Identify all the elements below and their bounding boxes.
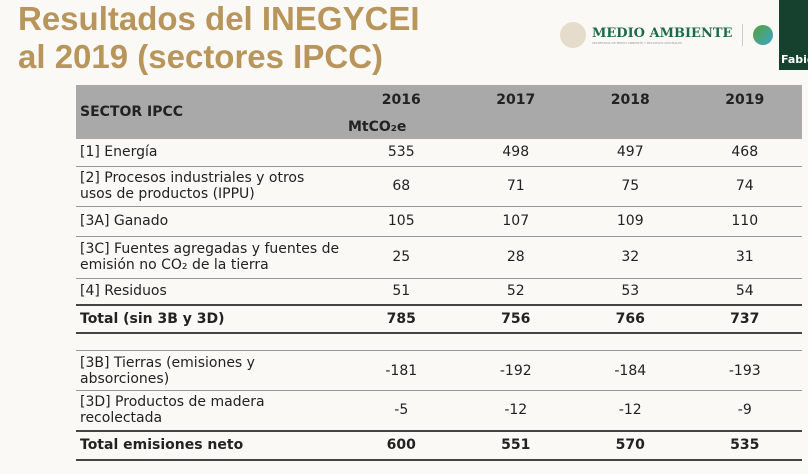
value-cell: 756 [501, 311, 531, 327]
value-cell: 53 [621, 283, 640, 300]
table-row: [4] Residuos 51 52 53 54 [76, 278, 802, 305]
value-cell: 75 [621, 178, 640, 194]
value-cell: 551 [501, 437, 531, 453]
value-cell: 498 [502, 144, 530, 161]
value-cell: 766 [615, 311, 645, 327]
value-cell: 31 [735, 249, 754, 265]
unit-label: MtCO₂e [348, 119, 407, 135]
title-line-1: Resultados del INEGYCEI [18, 0, 420, 37]
value-cell: 32 [621, 249, 640, 265]
slide-title: Resultados del INEGYCEI al 2019 (sectores… [18, 0, 420, 76]
sector-cell: [1] Energía [80, 144, 158, 161]
table-row: [3D] Productos de madera recolectada -5 -1… [76, 391, 802, 431]
value-cell: 497 [616, 144, 644, 161]
value-cell: -181 [385, 362, 418, 379]
spacer-row [76, 333, 802, 351]
table-row: [2] Procesos industriales y otros usos d… [76, 166, 802, 206]
value-cell: 54 [735, 283, 754, 300]
value-cell: 535 [387, 144, 415, 161]
total-row: Total (sin 3B y 3D) 785 756 766 737 [76, 305, 802, 333]
sector-cell: [4] Residuos [80, 283, 167, 300]
sector-cell: [3D] Productos de madera recolectada [80, 394, 265, 427]
sector-cell: Total emisiones neto [80, 437, 244, 453]
seal-icon [560, 22, 586, 48]
value-cell: 468 [731, 144, 759, 161]
value-cell: 737 [730, 311, 760, 327]
value-cell: -184 [614, 362, 647, 379]
header-2017: 2017 [496, 92, 536, 108]
value-cell: -12 [618, 402, 642, 419]
value-cell: 74 [735, 178, 754, 194]
header-2018: 2018 [610, 92, 650, 108]
total-row: Total emisiones neto 600 551 570 535 [76, 430, 802, 460]
value-cell: 535 [730, 437, 760, 453]
header-sector: SECTOR IPCC [80, 104, 184, 120]
sector-cell: [3A] Ganado [80, 213, 169, 229]
sector-cell: [2] Procesos industriales y otros usos d… [80, 170, 305, 202]
value-cell: 785 [386, 311, 416, 327]
sector-cell: [3B] Tierras (emisiones y absorciones) [80, 354, 255, 387]
value-cell: 51 [392, 283, 411, 300]
value-cell: 71 [506, 178, 525, 194]
value-cell: 110 [731, 213, 759, 229]
logo-divider [742, 24, 744, 46]
table-row: [1] Energía 535 498 497 468 [76, 139, 802, 166]
video-thumbnail[interactable]: Fabio [779, 0, 808, 70]
title-line-2: al 2019 (sectores IPCC) [18, 38, 384, 75]
value-cell: 570 [615, 437, 645, 453]
table-row: [3B] Tierras (emisiones y absorciones) -1… [76, 351, 802, 391]
participant-name: Fabio [781, 53, 808, 66]
leaf-logo-icon [753, 25, 774, 45]
header-2019: 2019 [725, 92, 765, 108]
value-cell: 109 [616, 213, 644, 229]
header-2016: 2016 [381, 92, 421, 108]
value-cell: -5 [394, 402, 409, 419]
logo-subtitle: SECRETARÍA DE MEDIO AMBIENTE Y RECURSOS … [592, 40, 682, 45]
sector-cell: [3C] Fuentes agregadas y fuentes de emis… [80, 241, 340, 273]
value-cell: 25 [392, 249, 411, 265]
value-cell: -192 [499, 362, 532, 379]
value-cell: 107 [502, 213, 530, 229]
value-cell: -12 [504, 402, 528, 419]
value-cell: 105 [387, 213, 415, 229]
value-cell: 28 [506, 249, 525, 265]
table-row: [3A] Ganado 105 107 109 110 [76, 206, 802, 236]
value-cell: 68 [392, 178, 411, 194]
value-cell: 52 [506, 283, 525, 300]
medio-ambiente-logo: MEDIO AMBIENTE SECRETARÍA DE MEDIO AMBIEN… [560, 22, 774, 48]
table-row: [3C] Fuentes agregadas y fuentes de emis… [76, 236, 802, 278]
sector-cell: Total (sin 3B y 3D) [80, 311, 225, 327]
logo-text: MEDIO AMBIENTE [592, 25, 733, 41]
value-cell: 600 [386, 437, 416, 453]
value-cell: -193 [728, 362, 761, 379]
value-cell: -9 [737, 402, 752, 419]
emissions-table: SECTOR IPCC 2016 2017 2018 2019 MtCO₂e [1] E… [76, 85, 802, 461]
